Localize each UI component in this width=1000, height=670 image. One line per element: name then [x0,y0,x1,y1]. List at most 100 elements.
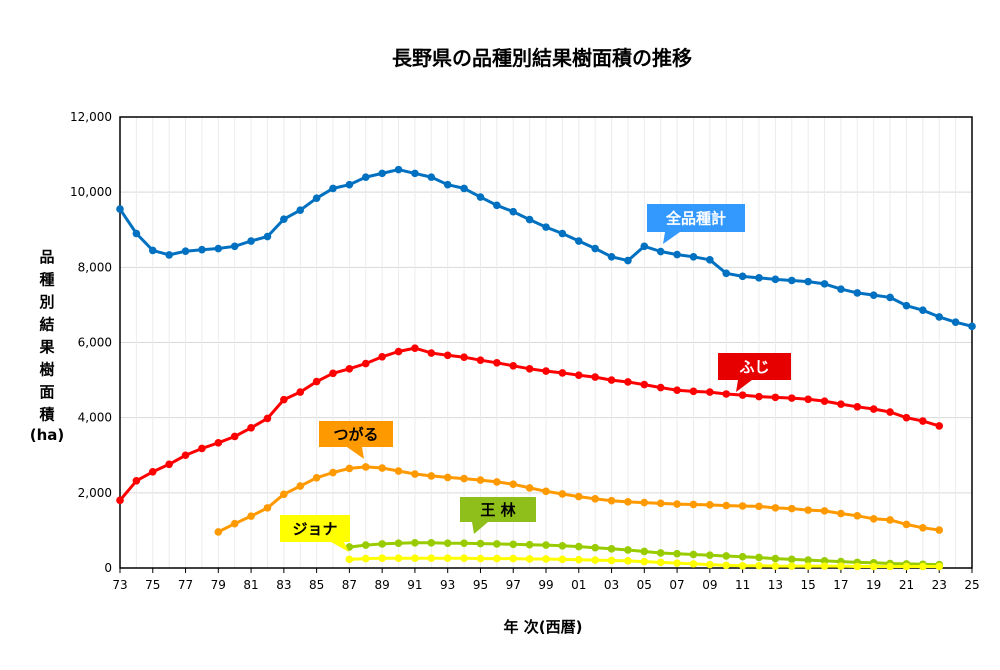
data-point [312,474,321,482]
data-point [230,432,239,441]
data-point [345,543,354,551]
data-point [181,451,190,460]
x-tick-label: 75 [145,578,160,592]
data-point [919,306,927,314]
data-point [345,555,354,564]
data-point [116,496,124,505]
data-point [787,276,796,285]
data-point [476,356,485,364]
data-point [443,180,452,189]
data-point [443,539,452,547]
y-axis-unit: (ha) [30,426,65,444]
data-point [837,400,845,408]
data-point [476,554,485,563]
data-point [443,351,452,360]
data-point [951,318,960,327]
data-point [755,502,763,511]
data-point [787,394,796,402]
data-point [607,376,616,384]
data-point [706,388,714,396]
data-point [853,402,862,411]
data-point [673,549,681,558]
data-point [607,545,616,553]
callout-box [280,515,350,542]
data-point [919,562,927,571]
data-point [312,377,321,386]
data-point [558,555,567,564]
data-point [378,169,386,178]
data-point [394,467,403,475]
callout-pointer [331,542,349,552]
data-point [935,422,944,430]
x-tick-label: 89 [375,578,390,592]
data-point [902,301,911,310]
y-axis-label-char: 樹 [39,361,54,379]
data-point [656,383,665,392]
data-point [607,556,616,565]
data-point [280,490,288,499]
data-point [181,247,190,255]
data-point [886,562,894,571]
data-point [574,492,583,501]
data-point [460,184,468,193]
callout-pointer [347,447,364,459]
data-point [493,478,501,486]
data-point [886,516,894,524]
y-axis-ticks: 0 2,000 4,000 6,000 8,000 10,000 12,000 [70,110,112,575]
data-point [656,499,665,508]
y-axis-label-char: 積 [38,406,55,424]
data-point [574,555,583,564]
data-point [525,215,534,224]
data-point [624,498,632,506]
series-name: ジョナ [292,520,337,538]
data-point [509,480,518,488]
data-point [771,275,780,284]
x-tick-label: 91 [407,578,422,592]
y-tick-label: 4,000 [78,411,112,425]
data-point [804,395,812,404]
data-point [591,495,599,503]
data-point [706,501,714,509]
data-point [787,555,796,564]
data-point [869,514,878,523]
data-point [476,539,485,548]
data-point [280,215,288,224]
data-point [361,173,370,181]
x-tick-label: 97 [506,578,521,592]
data-point [230,519,239,528]
data-point [624,557,632,565]
data-point [525,555,534,563]
x-tick-label: 23 [932,578,947,592]
x-tick-label: 03 [604,578,619,592]
data-point [820,280,829,288]
data-point [361,541,370,549]
data-point [722,552,731,560]
data-point [869,562,878,571]
y-tick-label: 10,000 [70,185,112,199]
series-name: 全品種計 [665,210,726,228]
data-point [771,562,780,570]
data-point [198,444,206,453]
x-tick-label: 11 [735,578,750,592]
data-point [722,390,731,398]
x-tick-label: 17 [833,578,848,592]
data-point [640,380,649,389]
data-point [427,554,436,563]
data-point [378,352,386,361]
data-point [525,540,534,549]
data-point [361,554,370,563]
callout-box [718,353,791,380]
callout-pointer [663,232,680,244]
x-tick-label: 79 [211,578,226,592]
data-point [722,561,731,570]
data-point [755,561,763,570]
data-point [460,539,468,547]
data-point [296,482,305,490]
data-point [968,322,976,331]
data-point [411,470,419,478]
grid-lines [119,116,973,569]
x-axis-ticks: 73 75 77 79 81 83 85 87 89 91 93 95 97 99 01 03 05 07 09 11… [112,568,980,592]
data-point [591,556,599,564]
data-point [148,467,157,476]
